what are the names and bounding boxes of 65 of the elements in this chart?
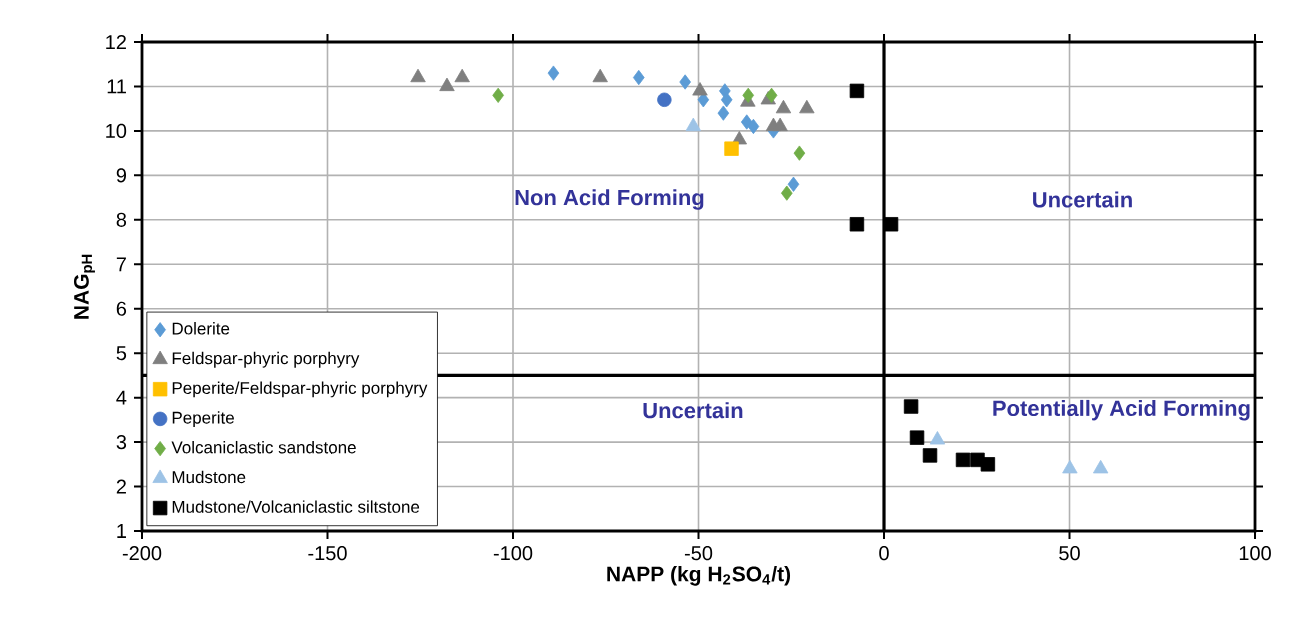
point: [903, 399, 919, 414]
point: [955, 452, 971, 468]
point: [775, 99, 792, 114]
legend-label: Dolerite: [172, 322, 230, 335]
point: [454, 68, 470, 83]
y-tick-label: 4: [116, 390, 127, 405]
y-tick-label: 2: [116, 479, 126, 494]
point: [765, 87, 778, 103]
point: [547, 65, 560, 81]
y-tick-label: 11: [107, 79, 126, 94]
point: [724, 141, 739, 156]
point: [492, 87, 504, 103]
x-tick-label: 100: [1239, 546, 1271, 561]
point: [685, 117, 701, 132]
legend-label: Peperite/Feldspar-phyric porphyry: [172, 381, 428, 398]
annotation: Non Acid Forming: [515, 189, 704, 210]
legend-label: Feldspar-phyric porphyry: [172, 351, 360, 368]
legend-label: Volcaniclastic sandstone: [171, 440, 356, 454]
y-tick-label: 7: [116, 257, 126, 272]
point: [632, 69, 645, 86]
y-tick-label: 5: [116, 346, 127, 361]
x-tick-label: 50: [1059, 546, 1080, 561]
y-tick-label: 6: [116, 301, 127, 316]
x-tick-label: -50: [684, 546, 713, 561]
point: [742, 87, 755, 103]
y-tick-label: 9: [116, 168, 127, 183]
point: [592, 68, 608, 83]
point: [909, 430, 925, 445]
point: [883, 217, 899, 232]
y-tick-label: 3: [116, 435, 127, 450]
point: [720, 92, 733, 108]
point: [787, 176, 800, 192]
point: [799, 99, 815, 114]
point: [657, 92, 672, 107]
point: [849, 83, 865, 99]
point: [929, 431, 946, 445]
point: [922, 448, 938, 463]
y-tick-label: 8: [116, 212, 127, 227]
point: [781, 185, 793, 201]
x-tick-label: -100: [493, 546, 533, 561]
y-tick-label: 12: [106, 35, 126, 49]
point: [980, 457, 996, 472]
x-tick-label: -200: [122, 546, 162, 561]
legend-label: Mudstone: [172, 470, 246, 484]
point: [849, 217, 865, 232]
y-tick-label: 1: [117, 524, 126, 538]
annotation: Uncertain: [1033, 191, 1132, 208]
point: [740, 114, 753, 130]
point: [747, 118, 760, 135]
point: [439, 77, 455, 92]
legend-label: Mudstone/Volcaniclastic siltstone: [172, 500, 420, 513]
point: [793, 145, 806, 161]
legend-label: Peperite: [172, 411, 234, 428]
x-tick-label: -150: [308, 546, 347, 561]
y-axis-title: NAG$_{pH}$: [73, 254, 95, 319]
annotation: Uncertain: [643, 402, 743, 419]
point: [410, 68, 426, 83]
annotation: Potentially Acid Forming: [993, 399, 1250, 421]
point: [679, 74, 691, 90]
point: [772, 117, 788, 132]
point: [692, 82, 708, 96]
point: [717, 105, 730, 121]
x-axis-title: NAPP (kg H$_{2}$SO$_{4}$/t): [607, 565, 791, 586]
x-tick-label: 0: [879, 546, 889, 561]
y-tick-label: 10: [106, 123, 127, 138]
